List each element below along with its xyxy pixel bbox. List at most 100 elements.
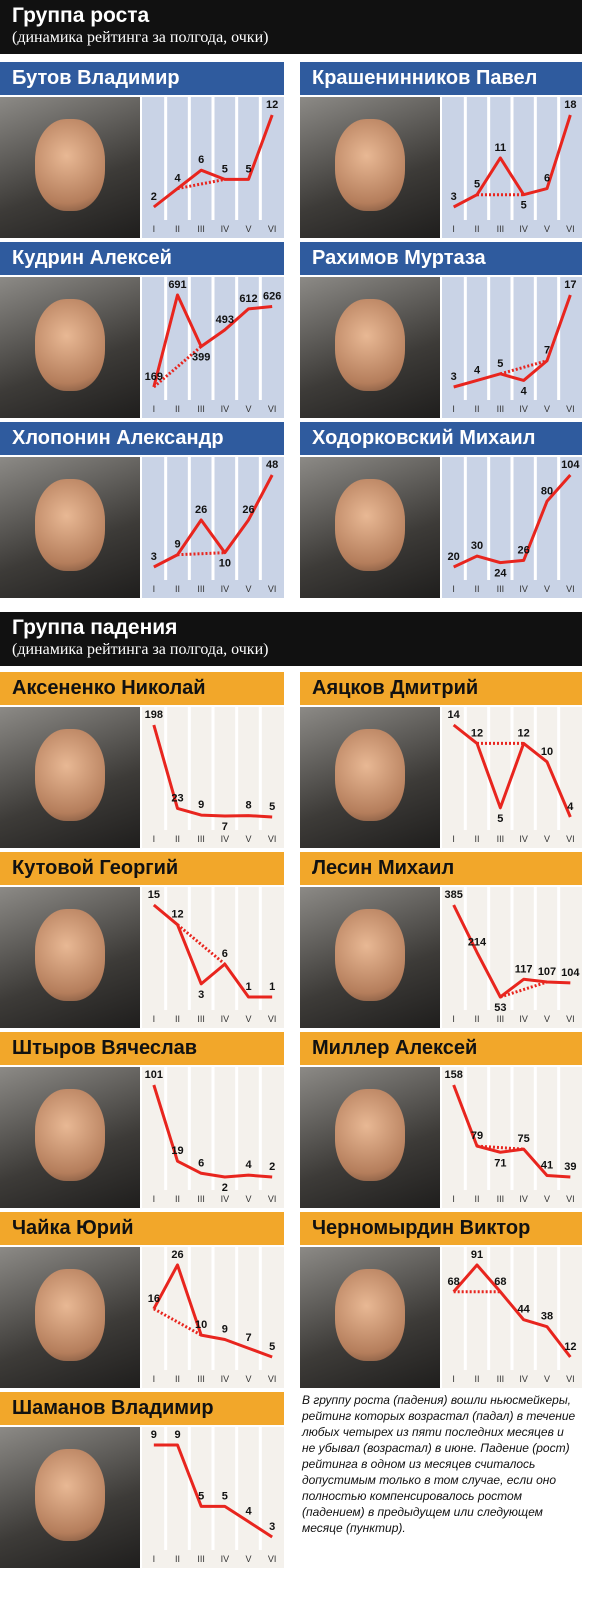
x-tick-label: V <box>245 1194 251 1204</box>
data-label: 38 <box>541 1311 553 1323</box>
panel: Черномырдин Виктор I II III IV V VI 68 91 68 44 38 1… <box>300 1212 582 1388</box>
line <box>152 724 273 819</box>
panel: Лесин Михаил I II III IV V VI 385 214 53 117 107 104 <box>300 852 582 1028</box>
x-tick-label: IV <box>221 834 230 844</box>
x-tick-label: III <box>497 1194 505 1204</box>
data-label: 691 <box>168 279 186 291</box>
data-label: 41 <box>541 1159 553 1171</box>
data-label: 5 <box>245 163 251 175</box>
x-tick-label: III <box>197 1374 205 1384</box>
panel: Шаманов Владимир I II III IV V VI 9 9 5 5 4 3 <box>0 1392 284 1568</box>
panel-title: Бутов Владимир <box>0 62 284 95</box>
data-label: 4 <box>521 385 528 397</box>
data-label: 612 <box>239 293 257 305</box>
line <box>452 723 572 818</box>
photo <box>0 277 140 418</box>
x-tick-label: II <box>175 584 180 594</box>
data-label: 16 <box>148 1293 160 1305</box>
data-label: 12 <box>266 99 278 111</box>
data-label: 12 <box>171 909 183 921</box>
photo <box>300 1247 440 1388</box>
data-label: 10 <box>219 558 231 570</box>
x-tick-label: II <box>175 404 180 414</box>
data-label: 12 <box>518 727 530 739</box>
data-label: 5 <box>474 179 480 191</box>
face <box>335 299 405 391</box>
line <box>152 903 273 999</box>
x-tick-label: VI <box>268 1374 277 1384</box>
data-label: 7 <box>245 1332 251 1344</box>
data-label: 12 <box>471 727 483 739</box>
data-label: 3 <box>451 191 457 203</box>
x-tick-label: VI <box>268 1554 277 1564</box>
line <box>152 114 274 209</box>
data-label: 4 <box>474 364 481 376</box>
data-label: 9 <box>174 1429 180 1441</box>
x-tick-label: I <box>452 224 455 234</box>
section-subtitle: (динамика рейтинга за полгода, очки) <box>12 641 269 658</box>
x-tick-label: I <box>153 1194 156 1204</box>
x-tick-label: II <box>474 224 479 234</box>
x-tick-label: VI <box>268 1014 277 1024</box>
x-tick-label: IV <box>519 584 528 594</box>
line <box>453 474 572 569</box>
x-tick-label: II <box>175 1194 180 1204</box>
panel: Кутовой Георгий I II III IV V VI 15 12 3 6 1 1 <box>0 852 284 1028</box>
x-tick-label: IV <box>221 1014 230 1024</box>
x-tick-label: VI <box>268 1194 277 1204</box>
x-tick-label: IV <box>519 1374 528 1384</box>
face <box>335 729 405 821</box>
x-tick-label: IV <box>221 1374 230 1384</box>
data-label: 44 <box>518 1304 531 1316</box>
x-tick-label: V <box>245 1374 251 1384</box>
section-header: Группа падения (динамика рейтинга за пол… <box>0 612 582 666</box>
data-label: 5 <box>222 1490 228 1502</box>
dashed-compensation <box>177 177 226 191</box>
data-label: 17 <box>564 279 576 291</box>
x-tick-label: III <box>197 224 205 234</box>
photo <box>300 1067 440 1208</box>
x-tick-label: II <box>474 834 479 844</box>
panel-title: Кутовой Георгий <box>0 852 284 885</box>
x-tick-label: IV <box>519 834 528 844</box>
x-tick-label: VI <box>268 404 277 414</box>
x-tick-label: I <box>452 1014 455 1024</box>
x-tick-label: I <box>452 404 455 414</box>
x-tick-label: II <box>474 1014 479 1024</box>
data-label: 79 <box>471 1130 483 1142</box>
panel: Аяцков Дмитрий I II III IV V VI 14 12 5 12 10 4 <box>300 672 582 848</box>
data-label: 3 <box>451 371 457 383</box>
x-tick-label: VI <box>268 224 277 234</box>
panel-title: Штыров Вячеслав <box>0 1032 284 1065</box>
x-tick-label: I <box>153 834 156 844</box>
x-tick-label: II <box>474 404 479 414</box>
data-label: 26 <box>242 504 254 516</box>
panel-title: Черномырдин Виктор <box>300 1212 582 1245</box>
data-label: 3 <box>198 989 204 1001</box>
x-tick-label: I <box>153 224 156 234</box>
face <box>35 299 105 391</box>
data-label: 10 <box>541 746 553 758</box>
x-tick-label: I <box>452 834 455 844</box>
data-label: 26 <box>171 1249 183 1261</box>
data-label: 11 <box>495 142 507 154</box>
data-label: 9 <box>198 799 204 811</box>
line <box>452 904 571 999</box>
x-tick-label: V <box>544 834 550 844</box>
x-tick-label: I <box>153 1374 156 1384</box>
face <box>35 729 105 821</box>
panel-title: Чайка Юрий <box>0 1212 284 1245</box>
data-label: 101 <box>145 1069 163 1081</box>
data-label: 48 <box>266 459 278 471</box>
section-title: Группа падения <box>12 616 178 639</box>
panel: Кудрин Алексей I II III IV V VI 169 691 399 493 612… <box>0 242 284 418</box>
x-tick-label: VI <box>566 404 575 414</box>
panel: Хлопонин Александр I II III IV V VI 3 9 26 10 26 48 <box>0 422 284 598</box>
photo <box>300 887 440 1028</box>
data-label: 6 <box>198 1157 204 1169</box>
x-tick-label: V <box>544 1374 550 1384</box>
data-label: 6 <box>544 173 550 185</box>
